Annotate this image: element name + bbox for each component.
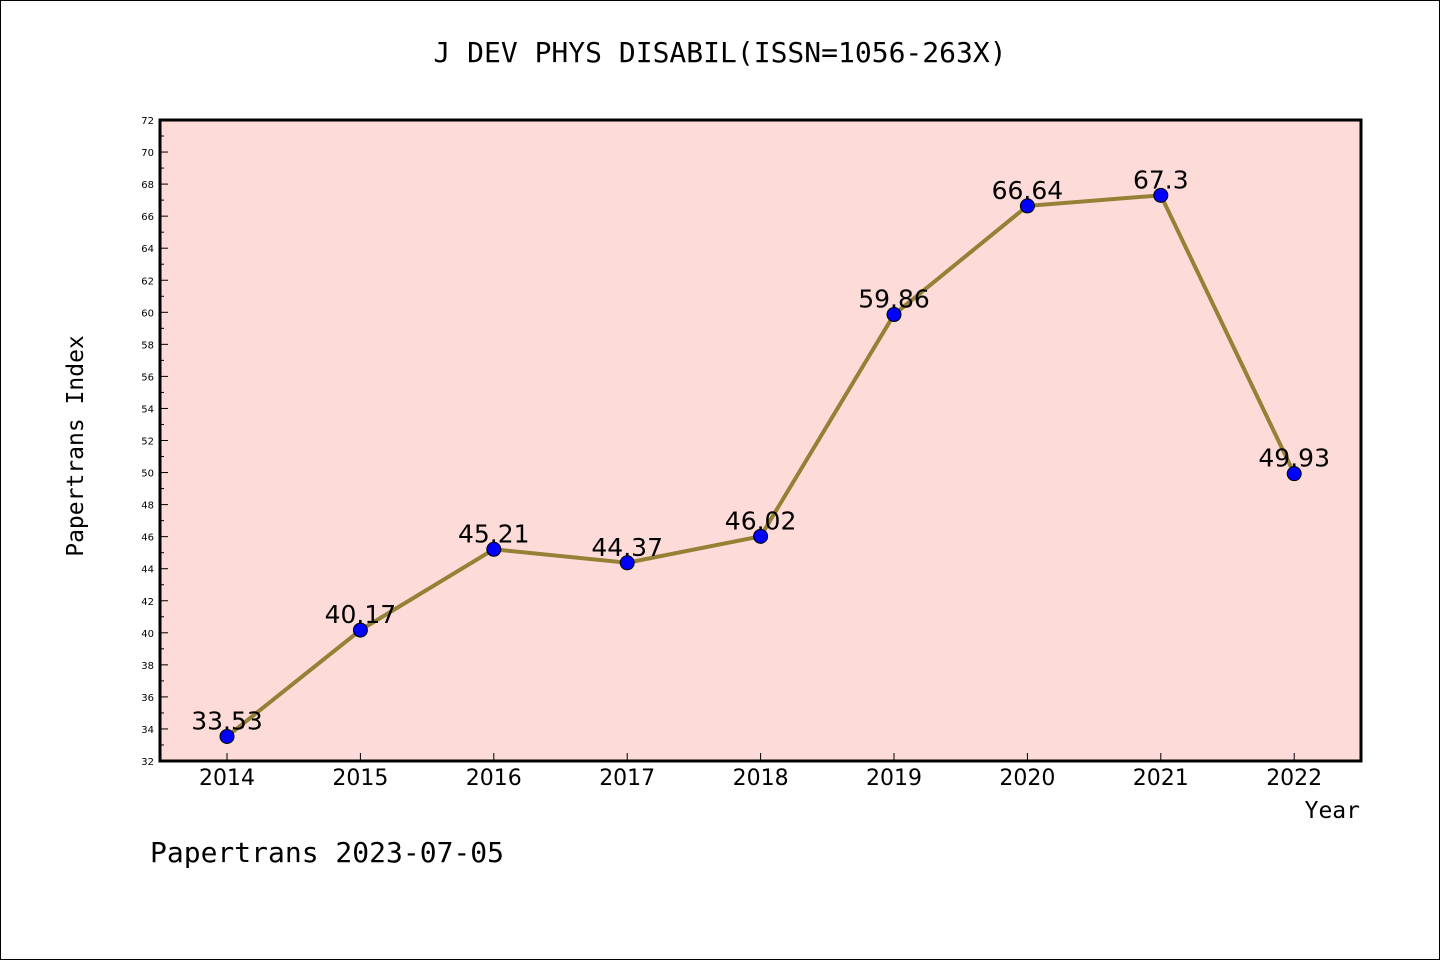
y-tick-label: 72 — [141, 116, 154, 127]
y-tick-label: 34 — [141, 725, 154, 736]
footer-caption: Papertrans 2023-07-05 — [150, 836, 505, 869]
chart-title: J DEV PHYS DISABIL(ISSN=1056-263X) — [433, 36, 1007, 69]
data-point — [219, 728, 235, 744]
data-label: 33.53 — [191, 706, 263, 735]
data-label: 40.17 — [325, 600, 397, 629]
y-tick-label: 38 — [141, 661, 154, 672]
y-tick-label: 70 — [141, 148, 154, 159]
x-tick-label: 2020 — [999, 766, 1055, 791]
data-markers — [219, 187, 1302, 744]
x-tick-label: 2017 — [599, 766, 655, 791]
data-labels: 33.53 40.17 45.21 44.37 46.02 59.86 66.64 67.3 4… — [191, 165, 1330, 735]
x-tick-label: 2015 — [332, 766, 388, 791]
y-tick-label: 36 — [141, 693, 154, 704]
y-tick-label: 46 — [141, 533, 154, 544]
x-tick-label: 2022 — [1266, 766, 1322, 791]
y-tick-label: 50 — [141, 469, 154, 480]
y-tick-label: 62 — [141, 276, 154, 287]
data-label: 66.64 — [992, 176, 1064, 205]
y-tick-label: 64 — [141, 244, 154, 255]
data-label: 45.21 — [458, 519, 530, 548]
y-tick-label: 58 — [141, 340, 154, 351]
data-point — [1019, 198, 1035, 214]
y-tick-label: 56 — [141, 372, 154, 383]
data-point — [352, 622, 368, 638]
data-point — [1153, 187, 1169, 203]
y-tick-label: 54 — [141, 404, 154, 415]
plot-border — [158, 118, 1363, 763]
y-tick-label: 68 — [141, 180, 154, 191]
data-point — [1286, 466, 1302, 482]
data-label: 46.02 — [725, 506, 797, 535]
y-tick-label: 40 — [141, 629, 154, 640]
plot-area — [160, 120, 1361, 761]
data-label: 49.93 — [1258, 444, 1330, 473]
y-tick-label: 42 — [141, 597, 154, 608]
x-tick-label: 2019 — [866, 766, 922, 791]
data-label: 67.3 — [1133, 165, 1189, 194]
data-label: 59.86 — [858, 285, 930, 314]
x-axis: 2014 2015 2016 2017 2018 2019 2020 2021 2022 — [199, 753, 1322, 791]
data-point — [486, 541, 502, 557]
data-point — [753, 528, 769, 544]
y-tick-label: 52 — [141, 437, 154, 448]
y-tick-label: 44 — [141, 565, 154, 576]
y-tick-label: 60 — [141, 308, 154, 319]
data-point — [886, 307, 902, 323]
x-tick-label: 2014 — [199, 766, 255, 791]
x-axis-label: Year — [1304, 798, 1360, 824]
data-label: 44.37 — [591, 533, 663, 562]
x-tick-label: 2018 — [733, 766, 789, 791]
y-tick-label: 48 — [141, 501, 154, 512]
y-tick-label: 32 — [141, 757, 154, 768]
x-tick-label: 2021 — [1133, 766, 1189, 791]
y-tick-label: 66 — [141, 212, 154, 223]
data-point — [619, 555, 635, 571]
x-tick-label: 2016 — [466, 766, 522, 791]
